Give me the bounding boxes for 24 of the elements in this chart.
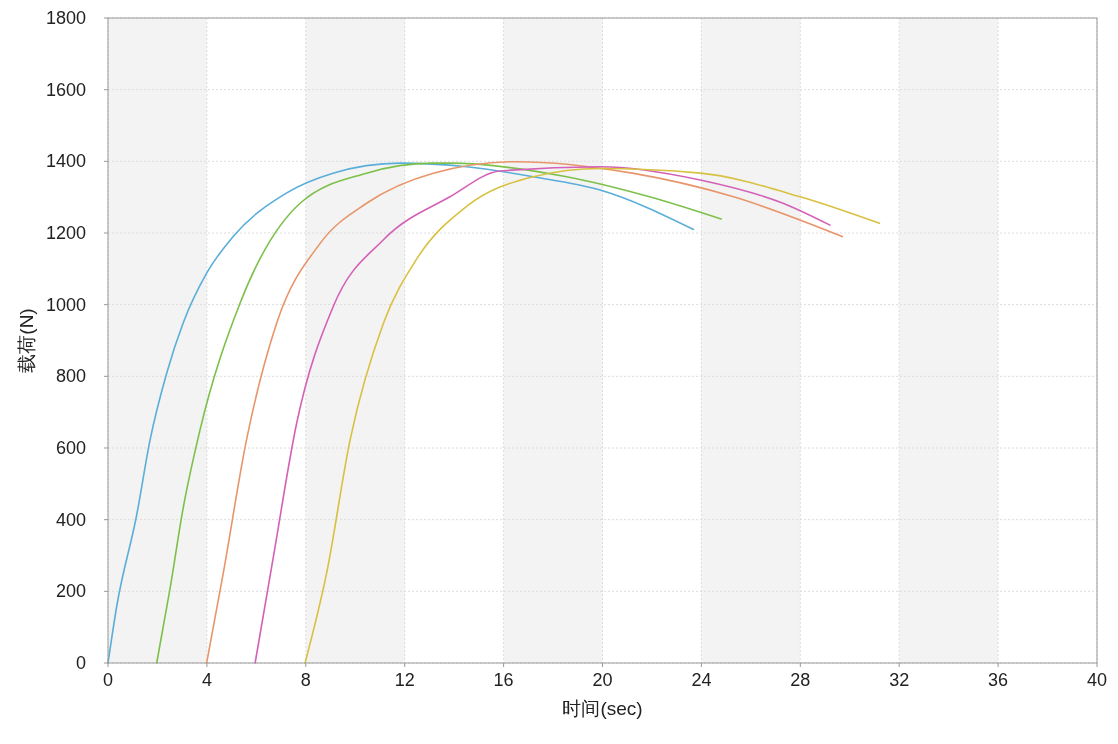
x-tick-label: 20 xyxy=(592,670,613,690)
x-tick-label: 32 xyxy=(889,670,910,690)
y-tick-label: 1800 xyxy=(45,8,86,28)
y-tick-label: 1000 xyxy=(45,294,86,315)
y-axis-title: 载荷(N) xyxy=(16,308,37,373)
y-tick-label: 0 xyxy=(75,653,86,673)
x-tick-label: 8 xyxy=(300,670,311,690)
line-series xyxy=(304,167,881,664)
x-tick-label: 16 xyxy=(493,670,514,690)
x-tick-label: 0 xyxy=(102,670,114,690)
y-tick-label: 1400 xyxy=(45,151,86,172)
x-tick-label: 12 xyxy=(394,670,415,690)
y-tick-label: 1200 xyxy=(45,223,86,243)
x-tick-label: 28 xyxy=(790,670,811,690)
y-tick-label: 600 xyxy=(55,438,86,458)
y-tick-label: 200 xyxy=(55,581,86,602)
y-tick-label: 400 xyxy=(55,509,86,530)
y-tick-label: 1600 xyxy=(45,79,86,100)
x-tick-label: 24 xyxy=(691,670,712,690)
x-axis-title: 时间(sec) xyxy=(562,698,643,719)
y-tick-label: 800 xyxy=(55,366,86,387)
x-tick-label: 4 xyxy=(201,670,212,690)
x-tick-label: 36 xyxy=(988,670,1009,690)
x-tick-label: 40 xyxy=(1086,670,1108,690)
